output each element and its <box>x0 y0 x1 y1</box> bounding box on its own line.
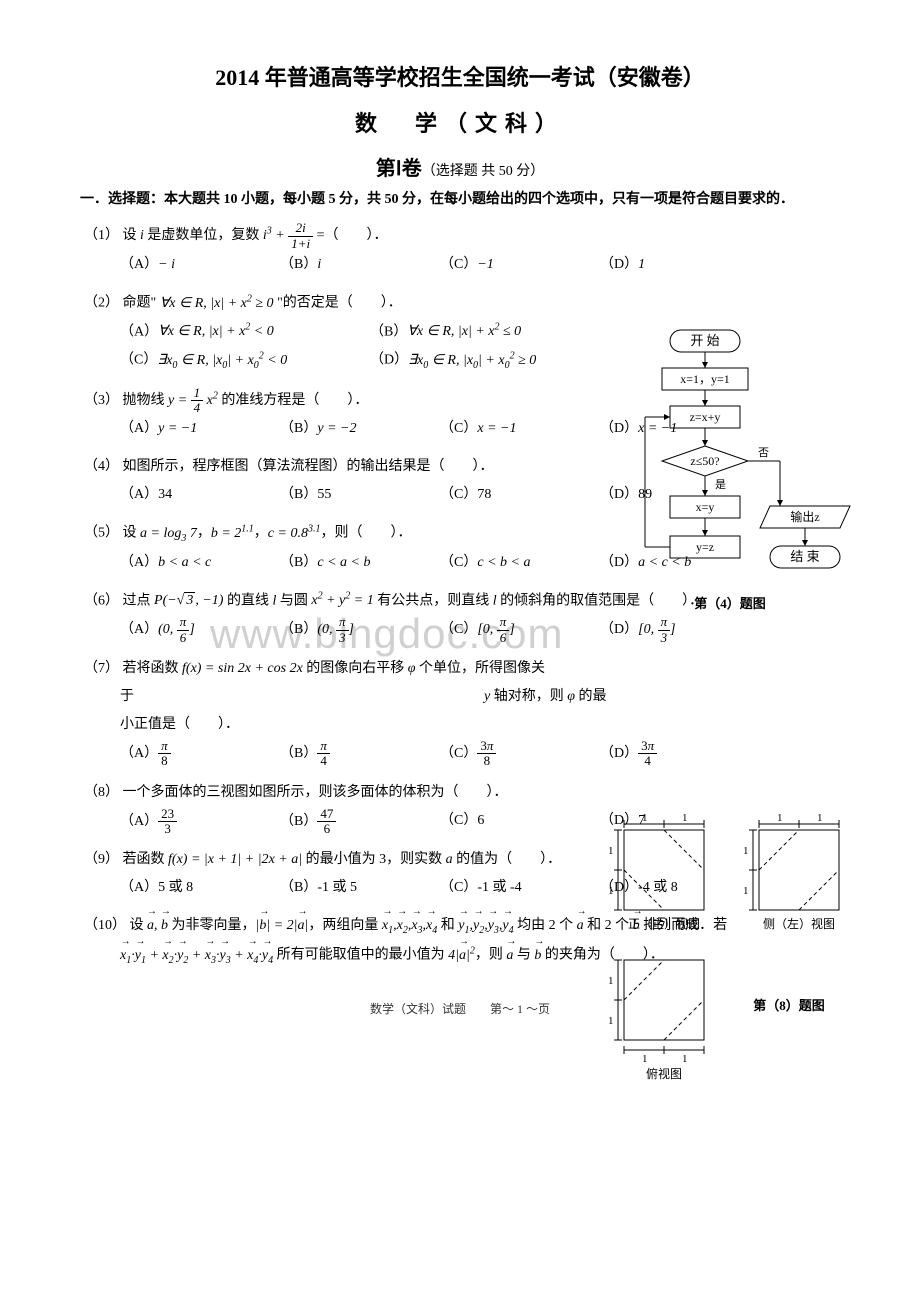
q6-opt-d: （D）[0, π3] <box>600 615 750 645</box>
q6-options: （A）(0, π6] （B）(0, π3] （C）[0, π6] （D）[0, … <box>80 615 840 645</box>
section-label: 第Ⅰ卷 <box>376 158 422 180</box>
q8-num: （8） <box>84 785 119 800</box>
svg-text:z≤50?: z≤50? <box>690 454 719 468</box>
q6-opt-a: （A）(0, π6] <box>120 615 270 645</box>
q1-prefix: 设 <box>123 228 141 243</box>
svg-text:1: 1 <box>608 845 614 857</box>
q7-text-b: 于 <box>120 689 134 704</box>
section-title: 第Ⅰ卷（选择题 共 50 分） <box>80 152 840 181</box>
svg-text:1: 1 <box>608 1015 614 1027</box>
q1-opt-d: （D）1 <box>600 251 750 279</box>
instruction: 一．选择题：本大题共 10 小题，每小题 5 分，共 50 分，在每小题给出的四… <box>80 189 840 211</box>
q7-num: （7） <box>84 661 119 676</box>
svg-text:是: 是 <box>715 478 726 491</box>
svg-text:1: 1 <box>817 812 823 824</box>
svg-text:第（8）题图: 第（8）题图 <box>753 998 825 1013</box>
q7-opt-c: （C）3π8 <box>440 739 590 769</box>
svg-text:1: 1 <box>608 885 614 897</box>
q8-opt-b: （B）476 <box>280 807 430 837</box>
svg-text:第（4）题图: 第（4）题图 <box>694 596 766 611</box>
q3-num: （3） <box>84 393 119 408</box>
svg-text:正（主）视图: 正（主）视图 <box>628 916 700 931</box>
q2-opt-c: （C）∃x0 ∈ R, |x0| + x02 < 0 <box>120 346 360 375</box>
svg-text:x=1，y=1: x=1，y=1 <box>680 372 730 386</box>
svg-text:1: 1 <box>608 975 614 987</box>
svg-text:1: 1 <box>777 812 783 824</box>
q3-opt-b: （B）y = −2 <box>280 415 430 443</box>
q1-num: （1） <box>84 228 119 243</box>
q1-suffix: =（ ）． <box>317 228 388 243</box>
q7-opt-b: （B）π4 <box>280 739 430 769</box>
svg-text:1: 1 <box>682 1053 688 1065</box>
q2-opt-b: （B）∀x ∈ R, |x| + x2 ≤ 0 <box>370 318 610 347</box>
q7-opt-a: （A）π8 <box>120 739 270 769</box>
q6-num: （6） <box>84 593 119 608</box>
section-sub: （选择题 共 50 分） <box>422 164 545 179</box>
svg-text:z=x+y: z=x+y <box>690 410 721 424</box>
q8-opt-c: （C）6 <box>440 807 590 837</box>
q6-opt-c: （C）[0, π6] <box>440 615 590 645</box>
q1-opt-a: （A）− i <box>120 251 270 279</box>
q4-num: （4） <box>84 459 119 474</box>
q2-opt-d: （D）∃x0 ∈ R, |x0| + x02 ≥ 0 <box>370 346 610 375</box>
views-svg: 1 1 1 1 正（主）视图 1 1 1 1 侧（左 <box>604 810 864 1090</box>
q2-opt-a: （A）∀x ∈ R, |x| + x2 < 0 <box>120 318 360 347</box>
flowchart-svg: 开 始 x=1，y=1 z=x+y z≤50? 是 否 x=y 输出z y=z … <box>630 328 860 618</box>
svg-text:1: 1 <box>743 885 749 897</box>
q1-opt-c: （C）−1 <box>440 251 590 279</box>
svg-text:结 束: 结 束 <box>790 549 819 564</box>
q2-num: （2） <box>84 296 119 311</box>
q4-opt-c: （C）78 <box>440 481 590 509</box>
q9-opt-a: （A）5 或 8 <box>120 874 270 902</box>
footer-left: 数学（文科）试题 <box>370 1002 466 1016</box>
q7-options: （A）π8 （B）π4 （C）3π8 （D）3π4 <box>80 739 840 769</box>
q7-opt-d: （D）3π4 <box>600 739 750 769</box>
q5-num: （5） <box>84 526 119 541</box>
q3-opt-c: （C）x = −1 <box>440 415 590 443</box>
svg-text:1: 1 <box>743 845 749 857</box>
q1-formula: i3 + 2i1+i <box>263 228 313 243</box>
svg-text:否: 否 <box>758 447 769 459</box>
q1-options: （A）− i （B）i （C）−1 （D）1 <box>80 251 840 279</box>
svg-text:俯视图: 俯视图 <box>646 1066 682 1081</box>
q9-opt-c: （C）-1 或 -4 <box>440 874 590 902</box>
q7-text-d: 小正值是（ ）． <box>120 717 239 732</box>
svg-text:1: 1 <box>682 812 688 824</box>
q6-opt-b: （B）(0, π3] <box>280 615 430 645</box>
q8-text: 一个多面体的三视图如图所示，则该多面体的体积为（ ）． <box>123 785 508 800</box>
three-views-q8: 1 1 1 1 正（主）视图 1 1 1 1 侧（左 <box>604 810 864 1090</box>
svg-text:1: 1 <box>642 1053 648 1065</box>
sub-title: 数 学（文科） <box>80 106 840 138</box>
q1-opt-b: （B）i <box>280 251 430 279</box>
svg-text:侧（左）视图: 侧（左）视图 <box>763 916 835 931</box>
q3-opt-a: （A）y = −1 <box>120 415 270 443</box>
q9-opt-b: （B）-1 或 5 <box>280 874 430 902</box>
svg-text:开 始: 开 始 <box>690 333 719 348</box>
svg-text:输出z: 输出z <box>790 509 819 524</box>
question-1: （1） 设 i 是虚数单位，复数 i3 + 2i1+i =（ ）． （A）− i… <box>80 221 840 279</box>
footer-right: 第～ 1 ～页 <box>490 1002 550 1016</box>
q1-mid: 是虚数单位，复数 <box>144 228 263 243</box>
q5-opt-a: （A）b < a < c <box>120 549 270 577</box>
q5-opt-c: （C）c < b < a <box>440 549 590 577</box>
flowchart-q4: 开 始 x=1，y=1 z=x+y z≤50? 是 否 x=y 输出z y=z … <box>630 328 860 618</box>
question-7: （7） 若将函数 f(x) = sin 2x + cos 2x 的图像向右平移 … <box>80 655 840 769</box>
q4-text: 如图所示，程序框图（算法流程图）的输出结果是（ ）． <box>123 459 494 474</box>
q4-opt-a: （A）34 <box>120 481 270 509</box>
main-title: 2014 年普通高等学校招生全国统一考试（安徽卷） <box>80 60 840 92</box>
q5-opt-b: （B）c < a < b <box>280 549 430 577</box>
q8-opt-a: （A）233 <box>120 807 270 837</box>
q4-opt-b: （B）55 <box>280 481 430 509</box>
q9-num: （9） <box>84 852 119 867</box>
svg-text:x=y: x=y <box>696 500 715 514</box>
svg-text:1: 1 <box>642 812 648 824</box>
svg-text:y=z: y=z <box>696 540 714 554</box>
